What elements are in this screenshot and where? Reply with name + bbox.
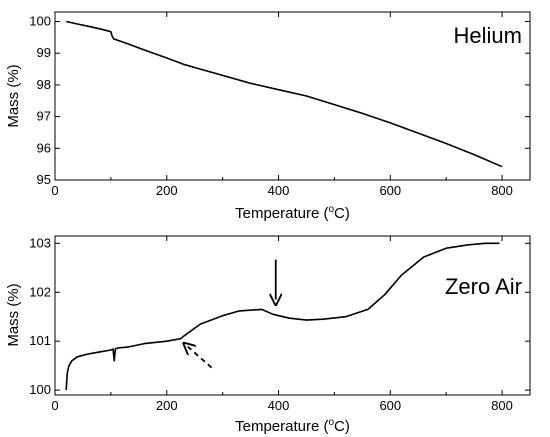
chart-1-x-tick-label: 400 bbox=[268, 398, 290, 413]
chart-1-plot-frame bbox=[54, 235, 531, 396]
chart-0-plot-frame bbox=[54, 11, 531, 181]
chart-0-x-tick-label: 400 bbox=[268, 183, 290, 198]
chart-1-x-axis-title: Temperature (oC) bbox=[235, 417, 350, 435]
chart-1-panel-label: Zero Air bbox=[445, 274, 522, 299]
chart-0-y-tick-label: 99 bbox=[37, 45, 51, 60]
chart-0-y-tick-label: 95 bbox=[37, 172, 51, 187]
chart-0-panel-label: Helium bbox=[454, 23, 522, 48]
chart-1-y-tick-label: 100 bbox=[29, 382, 51, 397]
chart-1-y-axis-title: Mass (%) bbox=[5, 283, 22, 346]
chart-0-x-axis-title: Temperature (oC) bbox=[235, 204, 350, 222]
chart-0-y-tick-label: 98 bbox=[37, 77, 51, 92]
helium-chart-panel: 0 200 400 600 800 95 96 97 98 99 100 Mass (%) Temper… bbox=[5, 11, 531, 222]
zero-air-chart-panel: 0 200 400 600 800 100 101 102 103 Mass (%) Tempera… bbox=[5, 235, 531, 435]
chart-1-x-tick-label: 200 bbox=[156, 398, 178, 413]
chart-1-y-tick-label: 101 bbox=[29, 333, 51, 348]
chart-1-x-tick-label: 0 bbox=[51, 398, 58, 413]
chart-0-y-tick-label: 97 bbox=[37, 109, 51, 124]
chart-0-series-0-line bbox=[66, 20, 503, 168]
chart-0-y-axis-title: Mass (%) bbox=[5, 64, 22, 127]
chart-1-x-axis-title-unit: C) bbox=[334, 418, 350, 435]
chart-0-x-tick-label: 200 bbox=[156, 183, 178, 198]
chart-0-x-tick-label: 0 bbox=[51, 183, 58, 198]
chart-0-y-tick-label: 100 bbox=[29, 14, 51, 29]
chart-0-x-axis-title-unit: C) bbox=[334, 205, 350, 222]
chart-0-x-axis-title-degree: o bbox=[328, 204, 334, 215]
chart-1-x-axis-title-text: Temperature ( bbox=[235, 418, 328, 435]
chart-1-y-tick-label: 102 bbox=[29, 284, 51, 299]
chart-1-x-tick-label: 600 bbox=[379, 398, 401, 413]
chart-1-series-0-line bbox=[65, 242, 500, 391]
chart-1-x-tick-label: 800 bbox=[491, 398, 513, 413]
chart-1-x-axis-title-degree: o bbox=[328, 417, 334, 428]
chart-0-y-tick-label: 96 bbox=[37, 140, 51, 155]
chart-0-x-tick-label: 600 bbox=[379, 183, 401, 198]
chart-1-annotation-arrow-dashed bbox=[188, 347, 213, 369]
chart-0-x-tick-label: 800 bbox=[491, 183, 513, 198]
chart-0-x-axis-title-text: Temperature ( bbox=[235, 205, 328, 222]
chart-1-y-tick-label: 103 bbox=[29, 235, 51, 250]
